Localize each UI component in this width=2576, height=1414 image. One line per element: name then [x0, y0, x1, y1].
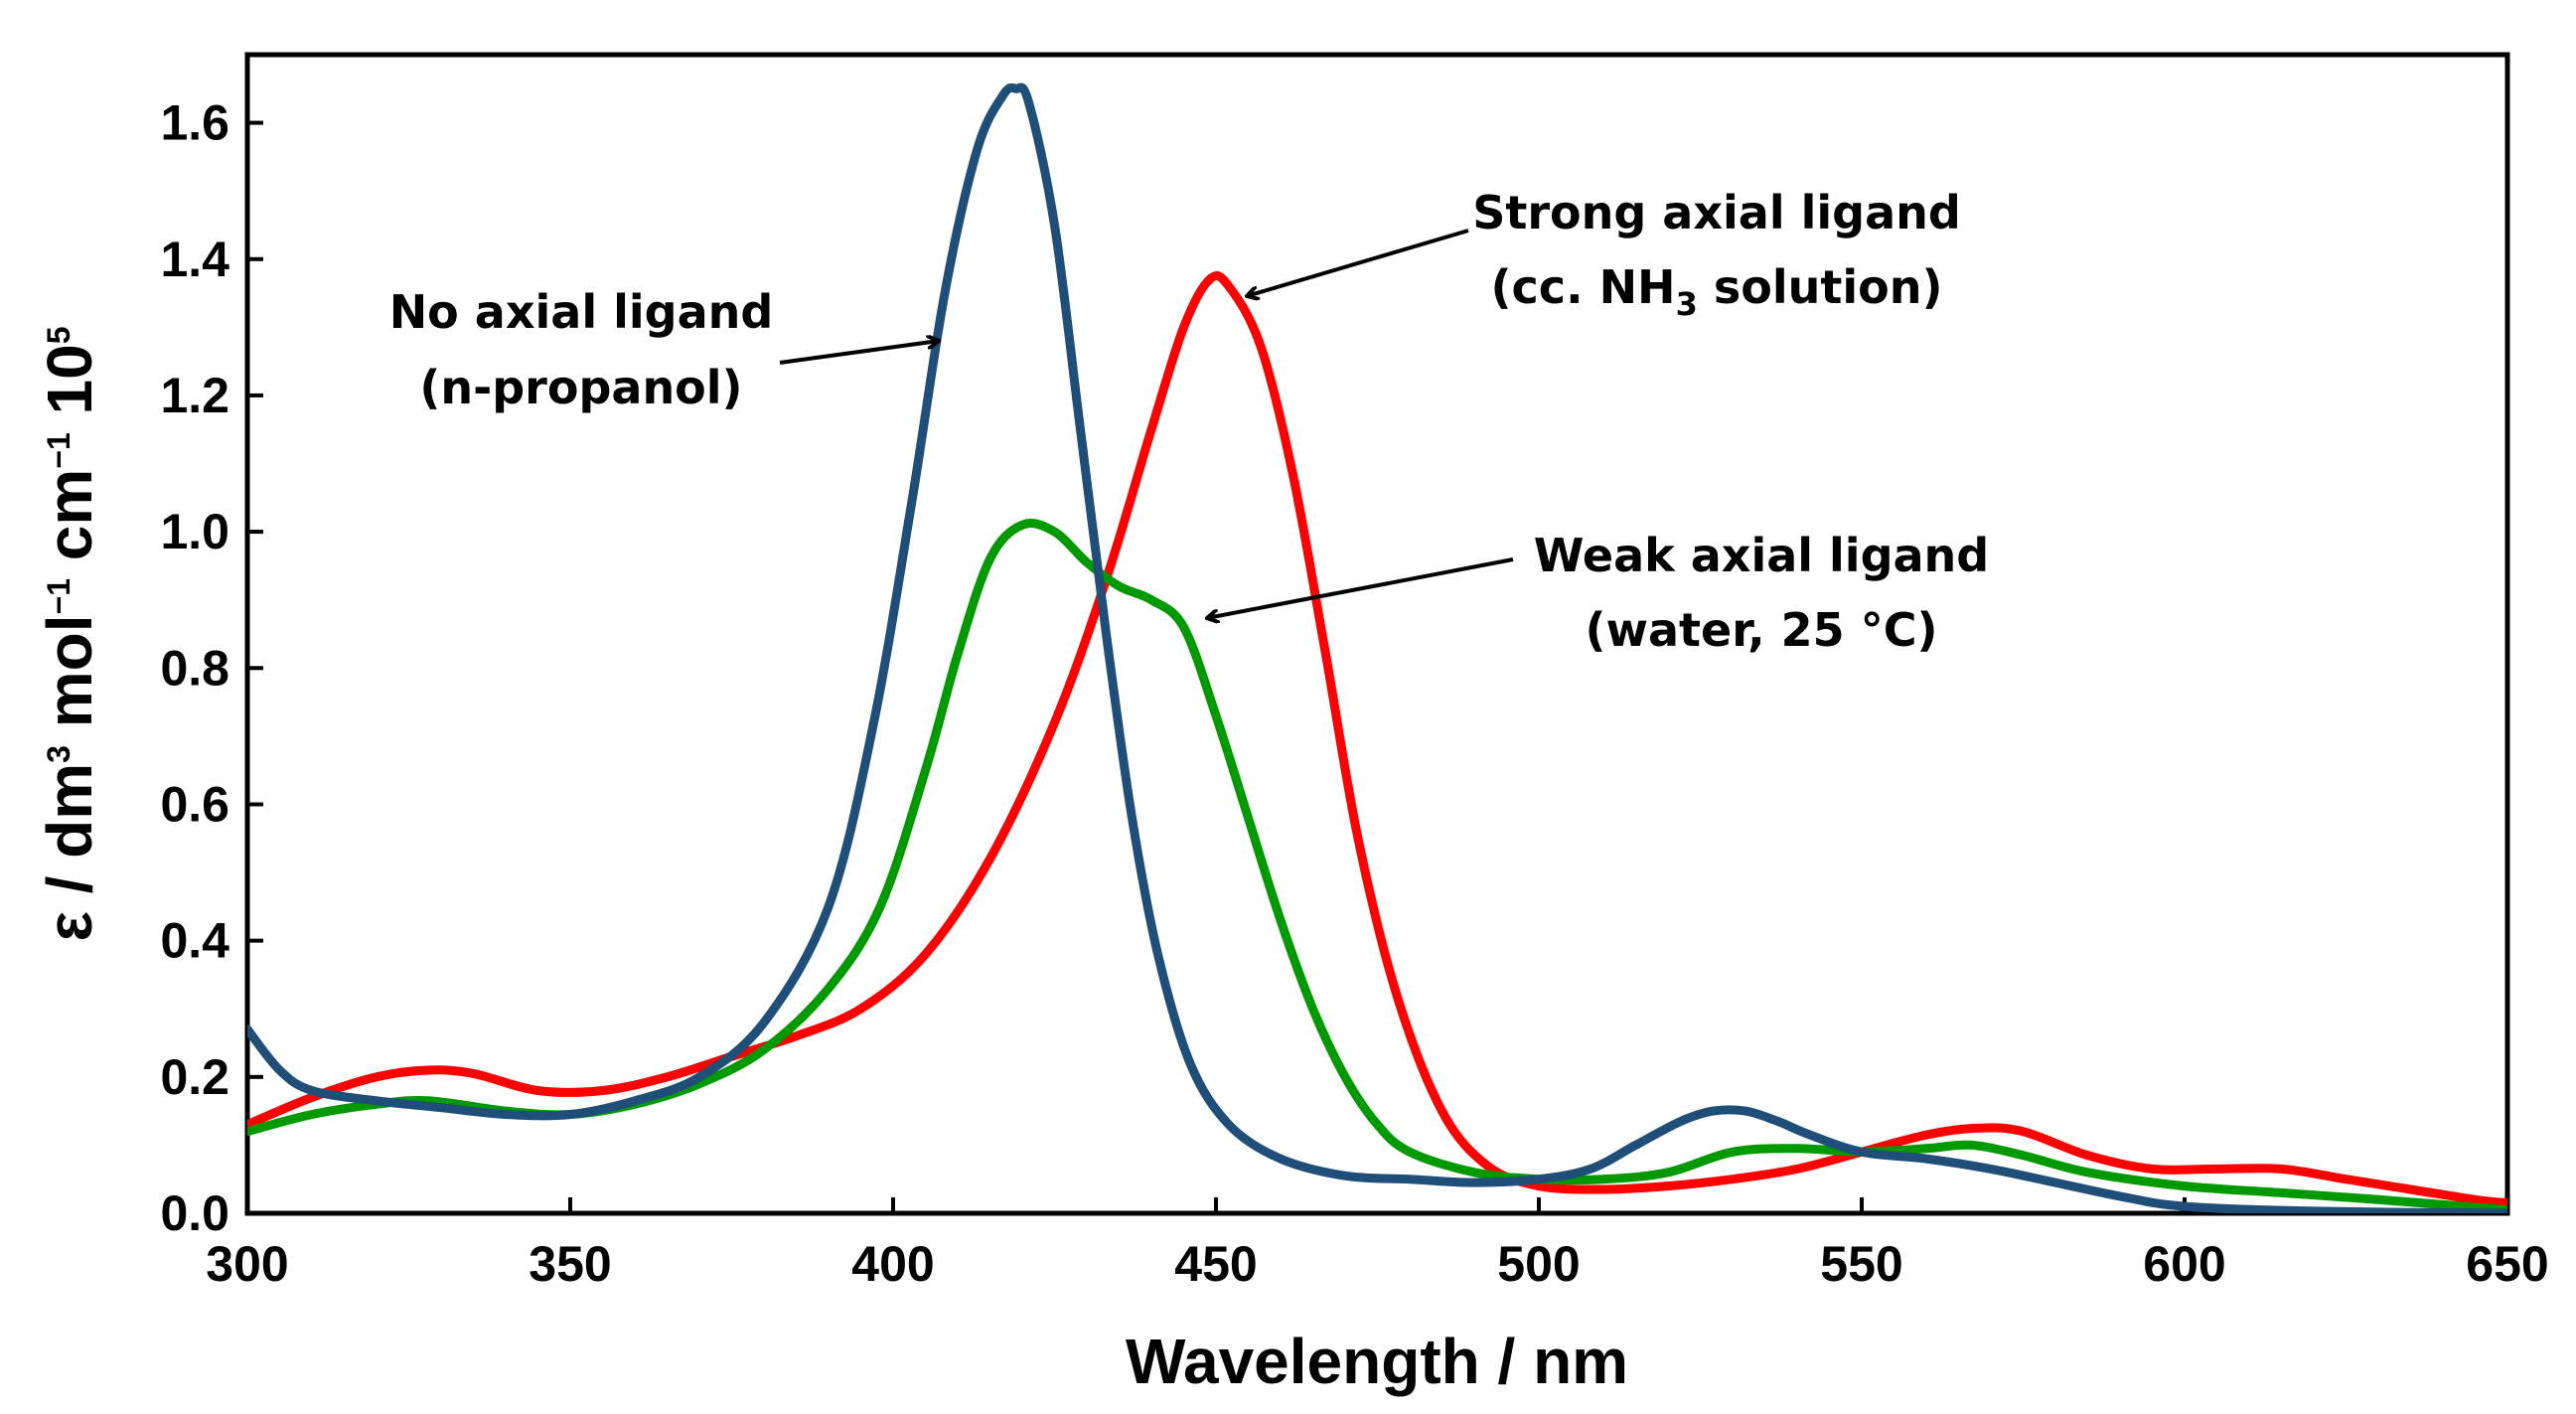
x-axis-ticks: 300 350 400 450 500 550 600 650	[206, 1197, 2549, 1292]
annotation-weak-ligand-line2: (water, 25 °C)	[1586, 603, 1938, 657]
x-axis-title: Wavelength / nm	[1126, 1326, 1628, 1397]
y-tick-label: 0.6	[160, 776, 229, 832]
series-lines	[247, 82, 2507, 1213]
series-line-2	[247, 82, 2507, 1213]
annotation-strong-ligand-arrow	[1247, 229, 1469, 296]
x-tick-label: 600	[2143, 1236, 2225, 1292]
x-tick-label: 400	[851, 1236, 934, 1292]
annotation-no-ligand-arrow	[779, 341, 939, 365]
x-tick-label: 500	[1497, 1236, 1580, 1292]
x-tick-label: 550	[1820, 1236, 1902, 1292]
y-tick-label: 1.4	[160, 232, 229, 287]
series-line-0	[247, 271, 2507, 1208]
annotation-no-ligand-line1: No axial ligand	[389, 285, 774, 339]
y-tick-label: 0.4	[160, 913, 229, 969]
x-tick-label: 450	[1174, 1236, 1257, 1292]
y-axis-title: ε / dm3 mol−1 cm−1 105	[34, 326, 105, 941]
y-axis-ticks: 0.0 0.2 0.4 0.6 0.8 1.0 1.2 1.4 1.6	[160, 95, 263, 1241]
annotation-weak-ligand-line1: Weak axial ligand	[1534, 529, 1989, 582]
y-tick-label: 1.2	[160, 368, 229, 423]
x-tick-label: 650	[2466, 1236, 2548, 1292]
annotation-strong-ligand-line2: (cc. NH3 solution)	[1491, 260, 1943, 323]
annotation-no-ligand-line2: (n-propanol)	[419, 361, 742, 414]
series-line-1	[247, 519, 2507, 1213]
x-tick-label: 300	[206, 1236, 288, 1292]
y-tick-label: 1.6	[160, 95, 229, 151]
y-tick-label: 1.0	[160, 504, 229, 559]
y-tick-label: 0.2	[160, 1049, 229, 1105]
y-tick-label: 0.8	[160, 640, 229, 696]
plot-frame	[244, 52, 2510, 1216]
x-tick-label: 350	[529, 1236, 611, 1292]
annotation-weak-ligand-arrow	[1207, 557, 1514, 618]
annotation-strong-ligand-line1: Strong axial ligand	[1472, 186, 1961, 239]
y-tick-label: 0.0	[160, 1185, 229, 1241]
